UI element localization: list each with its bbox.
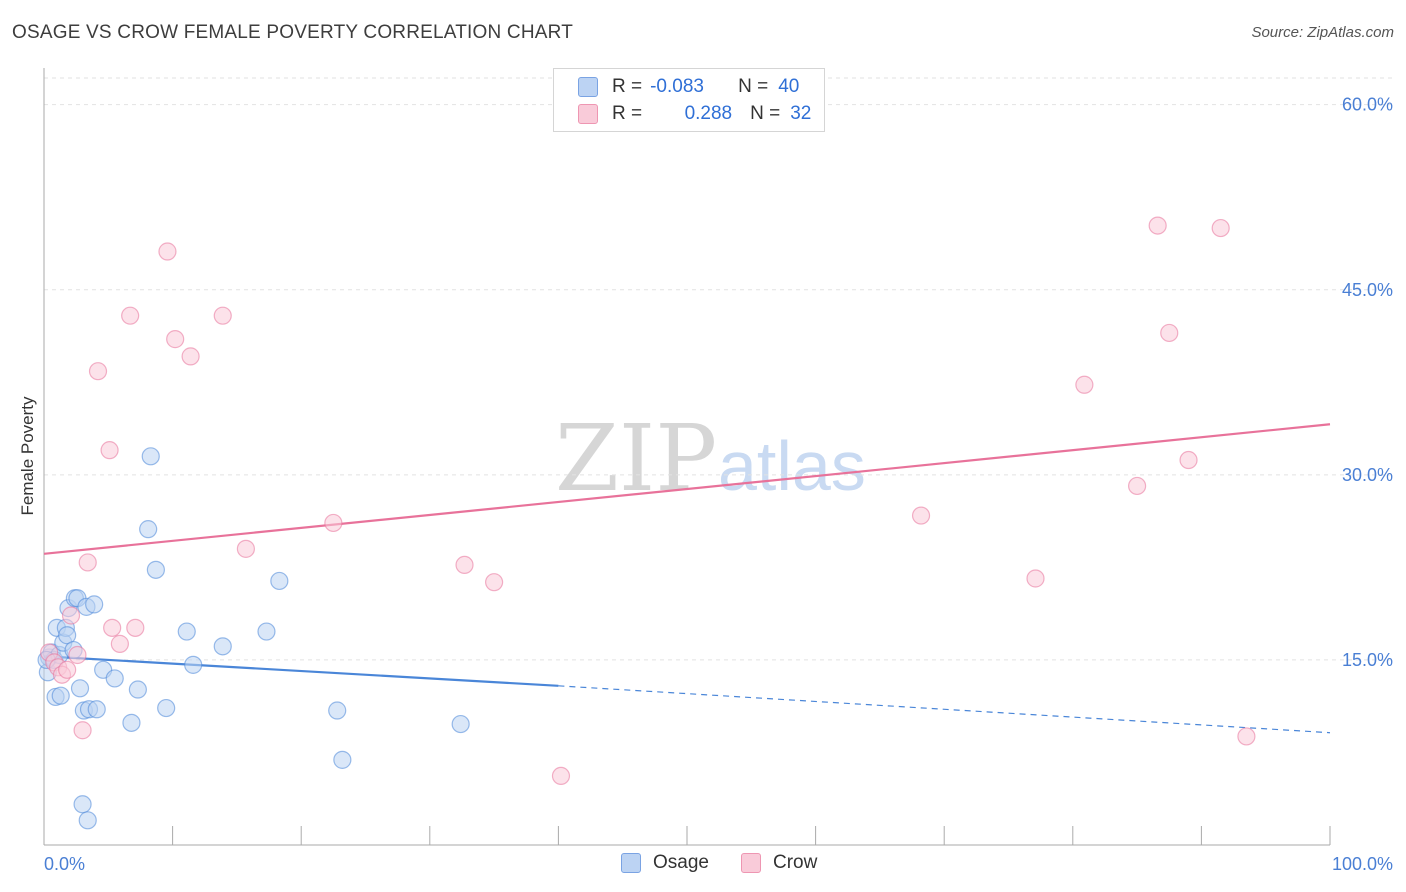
crow-point bbox=[158, 242, 177, 261]
osage-point bbox=[139, 520, 158, 539]
osage-point bbox=[87, 700, 106, 719]
chart-title: OSAGE VS CROW FEMALE POVERTY CORRELATION… bbox=[12, 22, 574, 43]
crow-point bbox=[103, 618, 122, 637]
osage-point bbox=[333, 750, 352, 769]
osage-point bbox=[85, 595, 104, 614]
osage-legend-label: Osage bbox=[653, 852, 709, 873]
data-points bbox=[37, 216, 1256, 830]
osage-trend-line bbox=[43, 655, 559, 687]
osage-trend-extension bbox=[558, 685, 1331, 734]
crow-point bbox=[236, 539, 256, 558]
osage-point bbox=[328, 701, 347, 720]
x-tick-label-min: 0.0% bbox=[44, 854, 85, 874]
y-tick-label: 45.0% bbox=[1342, 280, 1393, 300]
crow-point bbox=[1160, 323, 1179, 343]
r-value: 0.288 bbox=[684, 103, 733, 124]
grid-lines bbox=[44, 77, 1393, 661]
x-tick-labels: 0.0% 100.0% bbox=[44, 854, 1393, 874]
osage-legend-swatch bbox=[621, 853, 641, 873]
crow-point bbox=[61, 606, 81, 625]
crow-point bbox=[1026, 569, 1045, 588]
legend-row-osage: R = -0.083 N = 40 bbox=[578, 75, 799, 99]
crow-point bbox=[78, 553, 97, 572]
crow-point bbox=[485, 573, 504, 592]
osage-swatch bbox=[578, 77, 598, 97]
n-value: 40 bbox=[778, 76, 800, 97]
watermark-zip: ZIP bbox=[555, 405, 717, 512]
crow-point bbox=[455, 555, 474, 575]
osage-point bbox=[146, 560, 165, 579]
y-tick-labels: 15.0% 30.0% 45.0% 60.0% bbox=[1342, 95, 1393, 670]
osage-point bbox=[157, 698, 176, 718]
crow-point bbox=[324, 513, 343, 533]
series-legend: Osage Crow bbox=[0, 852, 1406, 878]
crow-point bbox=[1075, 375, 1094, 394]
osage-point bbox=[78, 811, 97, 830]
crow-point bbox=[213, 306, 232, 325]
osage-point bbox=[70, 679, 90, 698]
osage-point bbox=[213, 637, 232, 656]
crow-point bbox=[1211, 218, 1230, 238]
r-label: R = bbox=[612, 76, 643, 97]
osage-point bbox=[105, 669, 124, 688]
n-label: N = bbox=[750, 103, 781, 124]
crow-point bbox=[181, 347, 200, 366]
osage-point bbox=[128, 680, 147, 699]
osage-point bbox=[73, 795, 92, 814]
r-label: R = bbox=[612, 103, 643, 124]
crow-swatch bbox=[578, 104, 598, 124]
legend-row-crow: R = 0.288 N = 32 bbox=[578, 102, 811, 126]
axes bbox=[43, 68, 1331, 846]
osage-point bbox=[270, 571, 289, 591]
crow-point bbox=[551, 766, 571, 786]
legend-item-crow: Crow bbox=[741, 852, 817, 874]
crow-point bbox=[1179, 450, 1198, 470]
watermark-atlas: atlas bbox=[718, 427, 866, 505]
crow-point bbox=[1237, 727, 1256, 746]
n-value: 32 bbox=[790, 103, 812, 124]
crow-point bbox=[88, 362, 108, 381]
n-label: N = bbox=[738, 76, 769, 97]
osage-point bbox=[177, 622, 196, 641]
y-tick-label: 30.0% bbox=[1342, 465, 1393, 485]
osage-point bbox=[184, 655, 203, 674]
osage-point bbox=[122, 713, 141, 732]
crow-point bbox=[126, 618, 145, 637]
crow-point bbox=[1148, 216, 1167, 235]
y-tick-label: 60.0% bbox=[1342, 95, 1393, 115]
osage-point bbox=[451, 714, 470, 734]
osage-point bbox=[141, 447, 160, 466]
stats-legend: R = -0.083 N = 40 R = 0.288 N = 32 bbox=[553, 68, 825, 132]
crow-point bbox=[110, 634, 129, 653]
trend-lines bbox=[43, 423, 1331, 734]
crow-point bbox=[121, 306, 140, 325]
crow-trend-line bbox=[43, 423, 1331, 555]
watermark: ZIP atlas bbox=[555, 405, 866, 512]
crow-point bbox=[911, 506, 931, 525]
osage-point bbox=[51, 686, 70, 705]
y-tick-label: 15.0% bbox=[1342, 650, 1393, 670]
crow-point bbox=[100, 441, 119, 460]
legend-item-osage: Osage bbox=[621, 852, 709, 874]
crow-point bbox=[68, 645, 87, 665]
crow-point bbox=[1127, 476, 1147, 496]
r-value: -0.083 bbox=[650, 76, 704, 97]
crow-point bbox=[58, 660, 77, 679]
x-tick-label-max: 100.0% bbox=[1332, 854, 1393, 874]
crow-legend-swatch bbox=[741, 853, 761, 873]
crow-point bbox=[166, 330, 185, 349]
crow-point bbox=[73, 721, 92, 740]
crow-legend-label: Crow bbox=[773, 852, 818, 873]
source-label: Source: ZipAtlas.com bbox=[1251, 24, 1394, 41]
osage-point bbox=[257, 622, 276, 641]
